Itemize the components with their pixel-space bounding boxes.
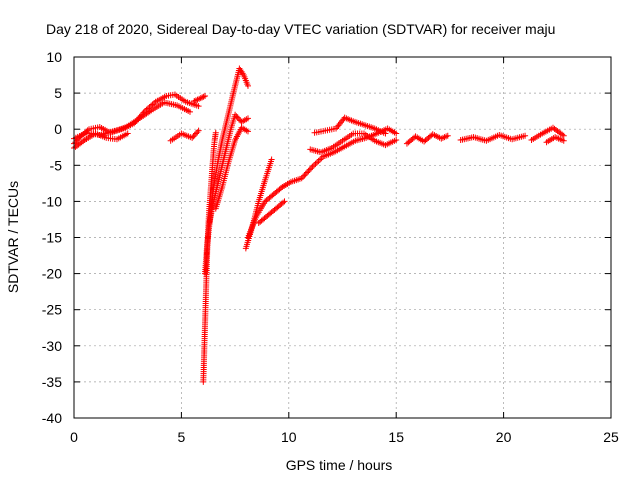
- data-point: [212, 129, 219, 136]
- data-point: [281, 198, 288, 205]
- data-point: [305, 168, 312, 175]
- data-point: [314, 159, 321, 166]
- series-arc-m: [311, 114, 389, 137]
- series-dip: [200, 129, 219, 385]
- data-point: [298, 175, 305, 182]
- x-tick-label: 0: [70, 429, 78, 445]
- data-point: [302, 170, 309, 177]
- axis-ticks: 0 5 10 15 20 25 10 5 0 -5 -10 -15 -20 -25 -30 -35 -40: [42, 49, 619, 445]
- data-point: [193, 130, 200, 137]
- data-point: [308, 165, 315, 172]
- y-tick-label: 10: [46, 49, 62, 65]
- data-point: [244, 128, 251, 135]
- series-arc-o: [457, 131, 529, 144]
- series-arc-e: [191, 92, 209, 105]
- data-point: [244, 82, 251, 89]
- data-point: [189, 134, 196, 141]
- data-point: [190, 133, 197, 140]
- x-tick-label: 20: [496, 429, 512, 445]
- grid: [74, 57, 611, 418]
- data-point: [560, 132, 567, 139]
- data-point: [197, 95, 204, 102]
- data-point: [277, 185, 284, 192]
- data-point: [200, 93, 207, 100]
- series-arc-d: [167, 127, 202, 144]
- data-point: [317, 156, 324, 163]
- x-tick-label: 10: [281, 429, 297, 445]
- data-point: [235, 116, 242, 123]
- y-tick-label: -20: [42, 266, 62, 282]
- y-tick-label: -35: [42, 374, 62, 390]
- y-tick-label: -10: [42, 193, 62, 209]
- data-point: [306, 166, 313, 173]
- data-point: [199, 94, 206, 101]
- x-axis-label: GPS time / hours: [286, 457, 393, 473]
- chart-title: Day 218 of 2020, Sidereal Day-to-day VTE…: [46, 21, 555, 37]
- series-arc-c: [71, 130, 131, 151]
- data-point: [195, 103, 202, 110]
- data-point: [124, 130, 131, 137]
- y-tick-label: 0: [54, 121, 62, 137]
- data-points: [71, 65, 567, 385]
- data-point: [234, 114, 241, 121]
- data-point: [195, 127, 202, 134]
- data-point: [522, 132, 529, 139]
- data-point: [393, 130, 400, 137]
- data-point: [191, 131, 198, 138]
- data-point: [393, 137, 400, 144]
- series-arc-l: [307, 130, 400, 156]
- data-point: [244, 115, 251, 122]
- data-point: [444, 132, 451, 139]
- y-tick-label: -15: [42, 230, 62, 246]
- series-arc-h: [212, 124, 251, 212]
- y-tick-label: 5: [54, 85, 62, 101]
- series-arc-p: [528, 124, 567, 144]
- series-arc-g: [206, 111, 251, 227]
- data-point: [382, 130, 389, 137]
- data-point: [312, 160, 319, 167]
- x-tick-label: 25: [603, 429, 619, 445]
- x-tick-label: 15: [388, 429, 404, 445]
- y-tick-label: -40: [42, 410, 62, 426]
- data-point: [186, 108, 193, 115]
- y-tick-label: -5: [50, 157, 63, 173]
- data-point: [232, 111, 239, 118]
- data-point: [233, 113, 240, 120]
- data-point: [300, 173, 307, 180]
- data-point: [268, 156, 275, 163]
- y-axis-label: SDTVAR / TECUs: [5, 181, 21, 293]
- data-point: [309, 163, 316, 170]
- data-point: [280, 199, 287, 206]
- data-point: [194, 129, 201, 136]
- data-point: [560, 137, 567, 144]
- x-tick-label: 5: [178, 429, 186, 445]
- data-point: [202, 92, 209, 99]
- data-point: [301, 172, 308, 179]
- series-arc-k: [255, 198, 288, 227]
- series-arc-q: [543, 134, 567, 146]
- data-point: [315, 157, 322, 164]
- series-arc-n: [403, 131, 451, 147]
- y-tick-label: -25: [42, 302, 62, 318]
- data-point: [304, 169, 311, 176]
- y-tick-label: -30: [42, 338, 62, 354]
- data-point: [310, 162, 317, 169]
